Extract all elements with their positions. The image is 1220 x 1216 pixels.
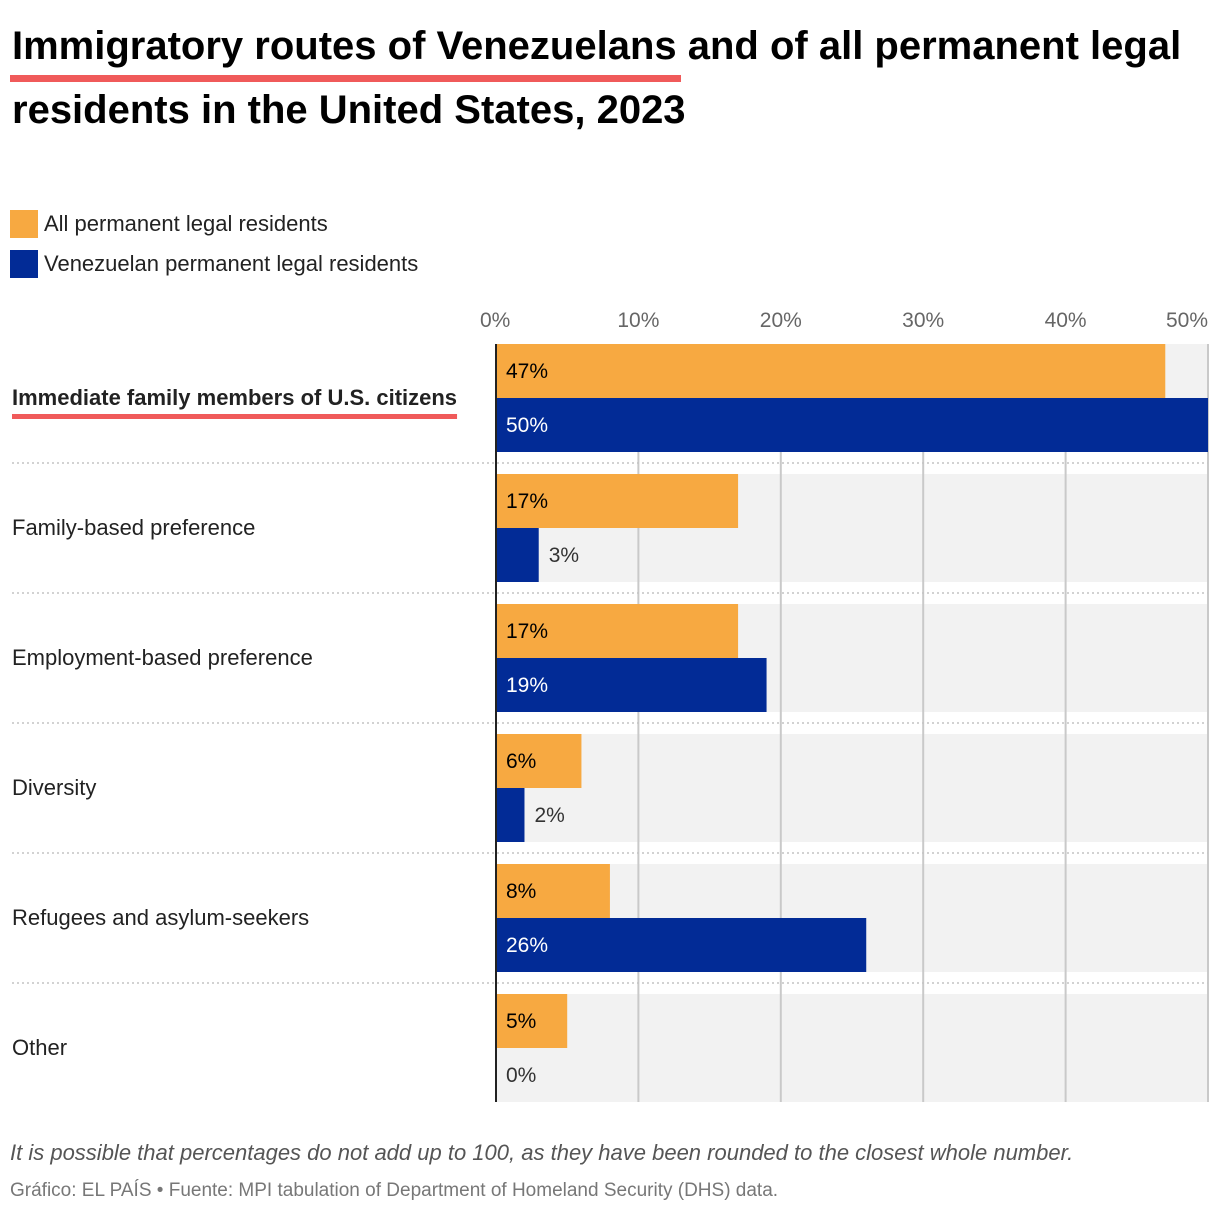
data-label: 17% — [506, 490, 548, 513]
data-label: 17% — [506, 620, 548, 643]
data-label: 5% — [506, 1010, 536, 1033]
bar-all-residents — [496, 864, 610, 918]
title-highlight: Immigratory routes of Venezuelans — [10, 14, 681, 82]
data-label: 3% — [549, 544, 579, 567]
legend-label-venezuelan: Venezuelan permanent legal residents — [44, 251, 419, 276]
data-label: 6% — [506, 750, 536, 773]
category-label: Employment-based preference — [12, 645, 313, 670]
x-tick-label: 0% — [480, 309, 510, 332]
x-tick-label: 20% — [760, 309, 802, 332]
row-background — [496, 734, 1208, 842]
footnote: It is possible that percentages do not a… — [10, 1140, 1074, 1165]
source-credit: Gráfico: EL PAÍS • Fuente: MPI tabulatio… — [10, 1180, 779, 1201]
category-label: Diversity — [12, 775, 96, 800]
x-tick-label: 30% — [902, 309, 944, 332]
title-rest: and of all permanent legal residents in … — [12, 24, 1182, 132]
bar-venezuelan — [496, 788, 525, 842]
data-label: 47% — [506, 360, 548, 383]
x-tick-label: 50% — [1166, 309, 1208, 332]
data-label: 0% — [506, 1064, 536, 1087]
legend-label-all: All permanent legal residents — [44, 211, 328, 236]
legend: All permanent legal residents Venezuelan… — [10, 204, 418, 284]
bar-all-residents — [496, 474, 739, 528]
x-tick-label: 40% — [1045, 309, 1087, 332]
bar-chart: 0% 10% 20% 30% 40% 50% 47% 17% 17% 6% 8% 5% 50% 3% 19%… — [12, 309, 1209, 1102]
legend-item-venezuelan: Venezuelan permanent legal residents — [10, 244, 418, 284]
data-label: 50% — [506, 414, 548, 437]
legend-item-all: All permanent legal residents — [10, 204, 418, 244]
category-highlight-underline — [12, 414, 458, 419]
bar-all-residents — [496, 734, 582, 788]
category-label: Family-based preference — [12, 515, 255, 540]
legend-swatch-all — [10, 210, 38, 238]
category-label: Refugees and asylum-seekers — [12, 905, 309, 930]
category-label: Other — [12, 1035, 67, 1060]
data-label: 8% — [506, 880, 536, 903]
bar-venezuelan — [496, 528, 539, 582]
data-label: 26% — [506, 934, 548, 957]
bar-venezuelan — [496, 918, 867, 972]
row-background — [496, 994, 1208, 1102]
bar-all-residents — [496, 994, 568, 1048]
bar-venezuelan — [496, 658, 767, 712]
legend-swatch-venezuelan — [10, 250, 38, 278]
bar-all-residents — [496, 344, 1166, 398]
bar-all-residents — [496, 604, 739, 658]
bar-venezuelan — [496, 398, 1208, 452]
data-label: 2% — [534, 804, 564, 827]
chart-title: Immigratory routes of Venezuelans and of… — [10, 14, 1192, 142]
x-tick-label: 10% — [617, 309, 659, 332]
category-label-highlighted: Immediate family members of U.S. citizen… — [12, 385, 457, 410]
data-label: 19% — [506, 674, 548, 697]
